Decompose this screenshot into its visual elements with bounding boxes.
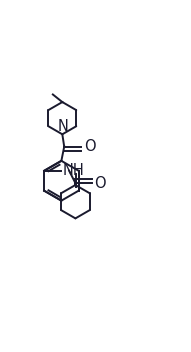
Text: O: O: [94, 176, 106, 191]
Text: N: N: [58, 119, 69, 134]
Text: NH: NH: [62, 163, 84, 177]
Text: O: O: [84, 139, 95, 154]
